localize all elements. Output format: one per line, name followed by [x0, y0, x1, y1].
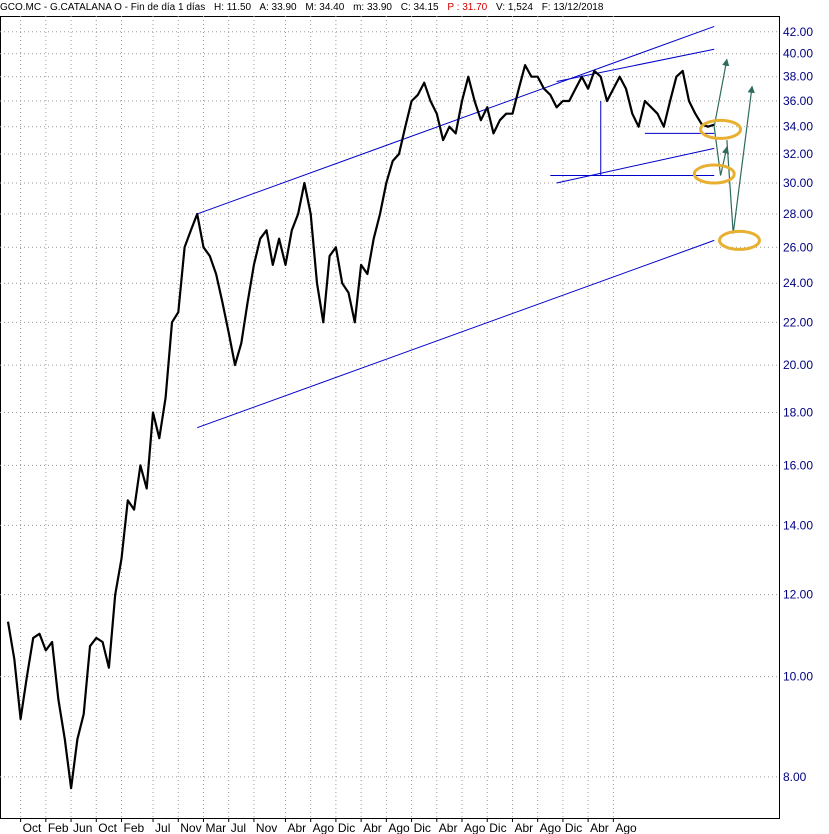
y-tick-label: 14.00 — [783, 518, 813, 532]
x-tick-label: Oct — [98, 821, 117, 834]
x-tick-label: Abr — [590, 821, 609, 834]
trendline — [197, 25, 715, 215]
y-tick-label: 18.00 — [783, 405, 813, 419]
x-tick-label: Dic — [489, 821, 506, 834]
plot-frame — [0, 16, 780, 819]
x-tick-label: Ago — [388, 821, 410, 834]
chart-header: GCO.MC - G.CATALANA O - Fin de día 1 día… — [0, 0, 829, 16]
x-tick-label: Feb — [48, 821, 69, 834]
projection-arrow — [726, 85, 755, 234]
y-tick-label: 10.00 — [783, 670, 813, 684]
x-tick-label: Oct — [23, 821, 42, 834]
y-tick-label: 16.00 — [783, 458, 813, 472]
price-series-line — [6, 63, 715, 790]
x-tick-label: Nov — [180, 821, 201, 834]
min-label: m: 33.90 — [353, 2, 392, 13]
trendline — [197, 239, 715, 429]
x-tick-label: Jul — [231, 821, 246, 834]
x-tick-label: Abr — [363, 821, 382, 834]
highlight-ellipse — [699, 118, 743, 140]
y-tick-label: 38.00 — [783, 70, 813, 84]
y-tick-label: 34.00 — [783, 120, 813, 134]
y-tick-label: 8.00 — [783, 770, 807, 784]
x-tick-label: Nov — [256, 821, 277, 834]
max-label: M: 34.40 — [305, 2, 345, 13]
trendline — [556, 147, 715, 184]
highlight-ellipse — [692, 163, 736, 185]
close-label: C: 34.15 — [400, 2, 439, 13]
prev-label: P : 31.70 — [447, 2, 488, 13]
y-tick-label: 32.00 — [783, 147, 813, 161]
x-tick-label: Dic — [414, 821, 431, 834]
y-tick-label: 24.00 — [783, 276, 813, 290]
x-tick-label: Abr — [514, 821, 533, 834]
x-tick-label: Abr — [439, 821, 458, 834]
x-tick-label: Mar — [205, 821, 226, 834]
y-tick-label: 30.00 — [783, 176, 813, 190]
y-tick-label: 40.00 — [783, 47, 813, 61]
x-tick-label: Ago — [540, 821, 562, 834]
x-tick-label: Ago — [464, 821, 486, 834]
x-tick-label: Dic — [565, 821, 582, 834]
y-tick-label: 36.00 — [783, 94, 813, 108]
y-tick-label: 26.00 — [783, 240, 813, 254]
trendline — [556, 48, 715, 82]
projection-arrow — [713, 126, 730, 176]
x-tick-label: Ago — [313, 821, 335, 834]
high-label: H: 11.50 — [214, 2, 252, 13]
x-tick-label: Dic — [338, 821, 355, 834]
y-tick-label: 42.00 — [783, 25, 813, 39]
date-label: F: 13/12/2018 — [541, 2, 604, 13]
x-tick-label: Ago — [615, 821, 637, 834]
highlight-ellipse — [717, 229, 761, 251]
x-tick-label: Jun — [73, 821, 92, 834]
x-tick-label: Feb — [124, 821, 145, 834]
y-tick-label: 20.00 — [783, 358, 813, 372]
volume-label: V: 1,524 — [496, 2, 533, 13]
projection-arrow — [713, 58, 730, 127]
y-tick-label: 12.00 — [783, 588, 813, 602]
symbol-label: GCO.MC - G.CATALANA O - Fin de día 1 día… — [0, 2, 206, 13]
y-tick-label: 22.00 — [783, 315, 813, 329]
x-tick-label: Jul — [155, 821, 170, 834]
y-tick-label: 28.00 — [783, 207, 813, 221]
ask-label: A: 33.90 — [259, 2, 297, 13]
x-tick-label: Abr — [287, 821, 306, 834]
